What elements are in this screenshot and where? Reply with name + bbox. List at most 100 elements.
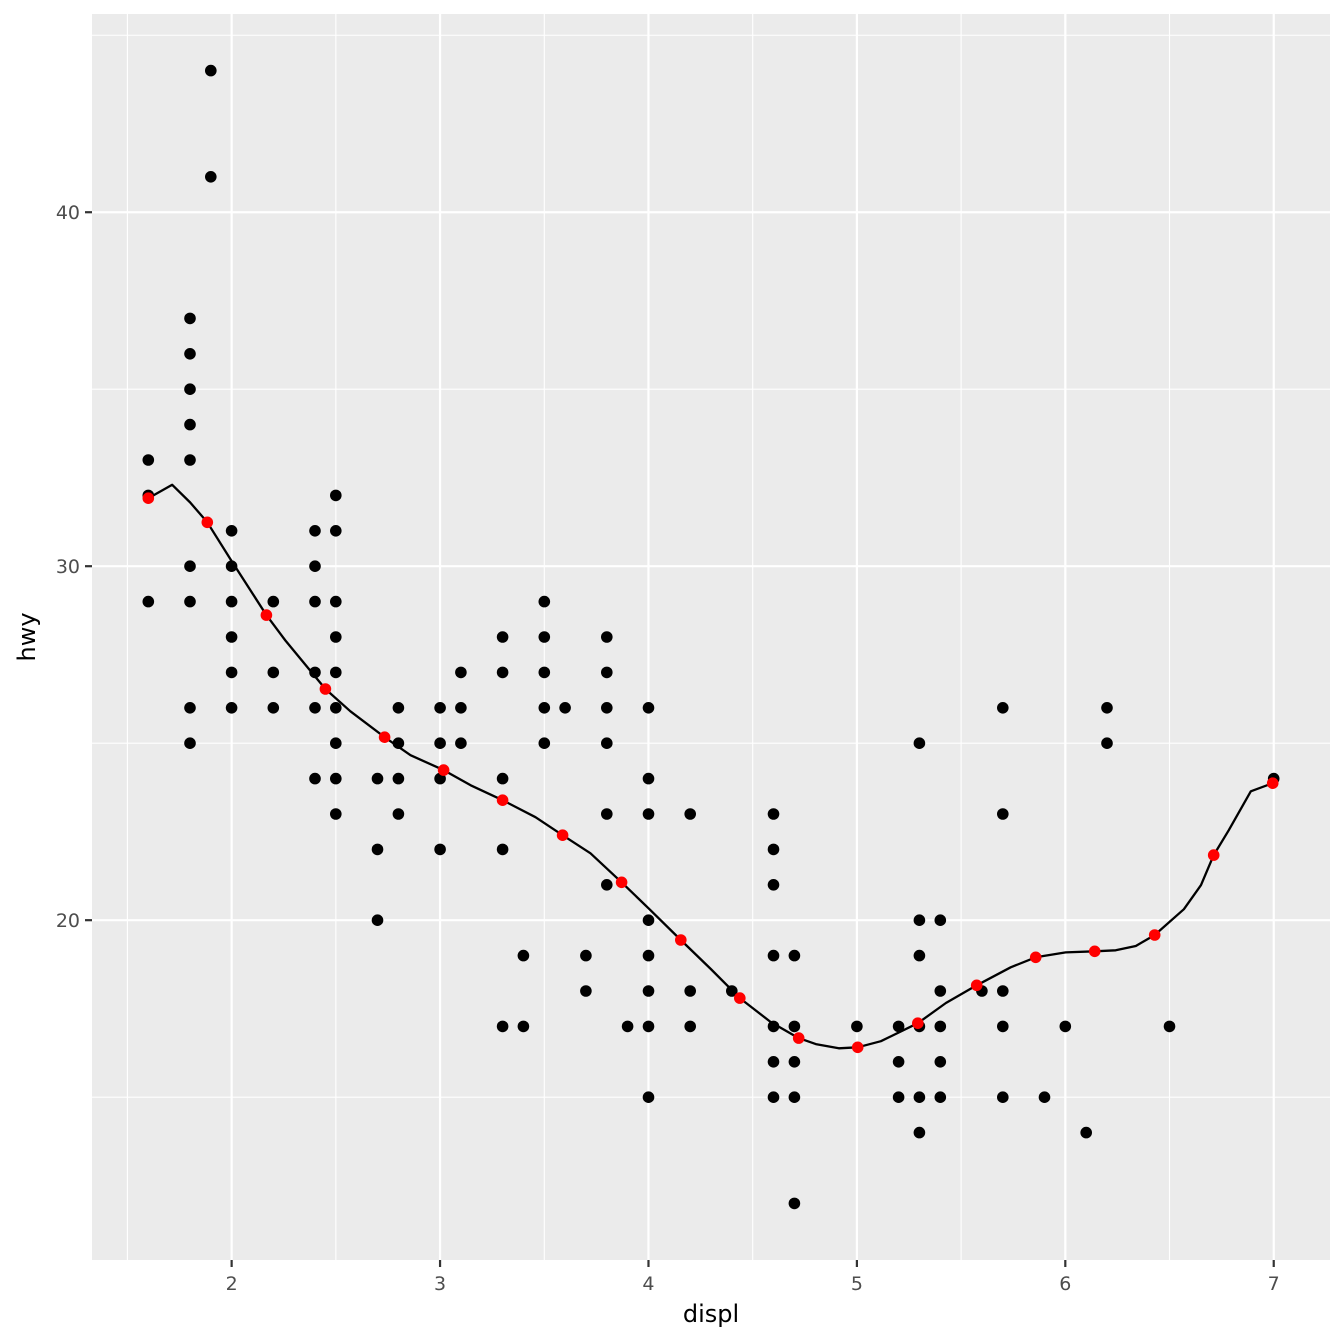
y-axis-title: hwy — [13, 612, 41, 661]
data-point — [684, 985, 696, 997]
data-point — [184, 595, 196, 608]
data-point — [892, 1020, 905, 1033]
data-point — [788, 1197, 801, 1210]
evaluation-point — [378, 731, 391, 743]
data-point — [309, 666, 321, 679]
data-point — [601, 666, 613, 679]
data-point — [455, 737, 467, 749]
data-point — [330, 666, 342, 679]
y-tick-label: 30 — [56, 556, 80, 578]
data-point — [997, 1020, 1009, 1033]
data-point — [934, 1020, 947, 1033]
evaluation-point — [912, 1017, 924, 1029]
data-point — [1059, 1020, 1072, 1033]
data-point — [184, 312, 196, 325]
data-point — [225, 560, 238, 572]
data-point — [330, 702, 342, 714]
data-point — [1163, 1020, 1176, 1033]
evaluation-point — [496, 794, 509, 806]
data-point — [496, 631, 509, 643]
data-point — [392, 772, 405, 785]
data-point — [184, 348, 196, 360]
data-point — [225, 666, 238, 679]
data-point — [997, 808, 1009, 820]
data-point — [142, 454, 155, 466]
data-point — [330, 737, 342, 749]
data-point — [642, 1020, 655, 1033]
data-point — [184, 702, 196, 714]
data-point — [225, 702, 238, 714]
data-point — [642, 949, 655, 962]
data-point — [601, 702, 613, 714]
data-point — [767, 949, 780, 962]
evaluation-point — [734, 992, 746, 1004]
data-point — [621, 1020, 634, 1033]
data-point — [371, 772, 384, 785]
evaluation-point — [1029, 951, 1042, 964]
evaluation-point — [1148, 929, 1161, 941]
data-point — [934, 1091, 947, 1103]
minor-gridlines — [92, 14, 1330, 1260]
data-point — [330, 631, 342, 643]
data-point — [330, 772, 342, 785]
data-point — [538, 631, 551, 643]
x-tick-label: 5 — [851, 1273, 863, 1295]
evaluation-point — [792, 1032, 805, 1044]
data-point — [684, 1020, 696, 1033]
evaluation-points — [142, 492, 1279, 1054]
data-point — [225, 631, 238, 643]
data-point — [788, 1056, 801, 1068]
data-point — [309, 525, 321, 537]
data-point — [559, 702, 571, 714]
data-point — [788, 1020, 801, 1033]
x-axis: 2 3 4 5 6 7 — [226, 1260, 1280, 1295]
data-point — [1101, 702, 1113, 714]
data-point — [517, 949, 530, 962]
data-point — [330, 808, 342, 820]
data-point — [580, 985, 592, 997]
data-point — [496, 666, 509, 679]
data-point — [767, 1020, 780, 1033]
data-point — [934, 985, 947, 997]
data-point — [1038, 1091, 1051, 1103]
data-point — [184, 418, 196, 431]
data-point — [496, 843, 509, 856]
data-point — [642, 914, 655, 926]
y-tick-label: 40 — [56, 202, 80, 224]
data-point — [913, 1091, 926, 1103]
data-point — [684, 808, 696, 820]
y-tick-label: 20 — [56, 910, 80, 932]
data-point — [267, 595, 280, 608]
data-point — [538, 595, 551, 608]
data-point — [997, 985, 1009, 997]
data-point — [184, 454, 196, 466]
data-point — [892, 1056, 905, 1068]
data-point — [517, 1020, 530, 1033]
data-point — [184, 383, 196, 396]
data-point — [538, 666, 551, 679]
data-point — [434, 702, 446, 714]
x-tick-label: 4 — [642, 1273, 654, 1295]
data-point — [580, 949, 592, 962]
x-tick-label: 6 — [1059, 1273, 1071, 1295]
data-point — [309, 560, 321, 572]
data-point — [496, 1020, 509, 1033]
data-point — [767, 808, 780, 820]
data-point — [601, 879, 613, 891]
data-point — [642, 702, 655, 714]
data-point — [913, 737, 926, 749]
data-point — [371, 914, 384, 926]
data-point — [913, 949, 926, 962]
data-point — [642, 1091, 655, 1103]
data-point — [309, 595, 321, 608]
data-point — [267, 702, 280, 714]
evaluation-point — [1088, 945, 1101, 958]
data-point — [601, 737, 613, 749]
evaluation-point — [615, 876, 628, 889]
data-point — [142, 595, 155, 608]
data-point — [184, 737, 196, 749]
data-point — [330, 525, 342, 537]
data-point — [767, 1091, 780, 1103]
data-point — [997, 1091, 1009, 1103]
evaluation-point — [437, 764, 450, 776]
